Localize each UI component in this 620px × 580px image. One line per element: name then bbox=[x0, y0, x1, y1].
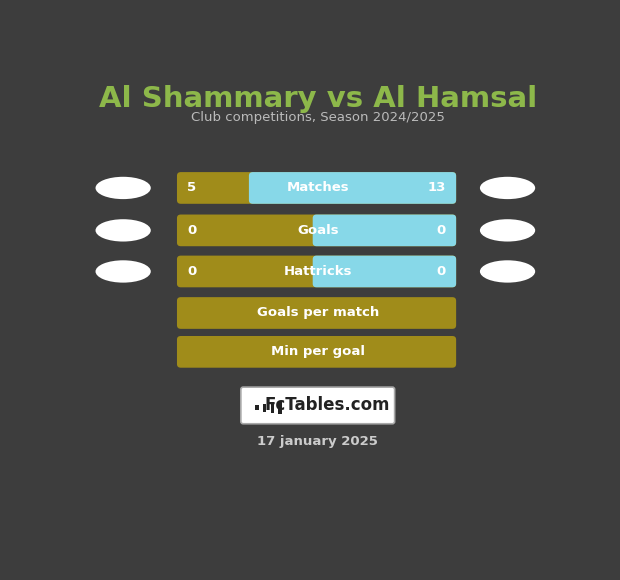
FancyBboxPatch shape bbox=[271, 403, 274, 413]
Text: 0: 0 bbox=[187, 265, 197, 278]
FancyBboxPatch shape bbox=[177, 172, 456, 204]
Ellipse shape bbox=[95, 219, 151, 241]
Ellipse shape bbox=[480, 219, 535, 241]
Text: Club competitions, Season 2024/2025: Club competitions, Season 2024/2025 bbox=[191, 111, 445, 124]
FancyBboxPatch shape bbox=[255, 405, 259, 411]
Text: 0: 0 bbox=[437, 224, 446, 237]
FancyBboxPatch shape bbox=[312, 215, 456, 246]
Text: 13: 13 bbox=[428, 182, 446, 194]
Text: Min per goal: Min per goal bbox=[271, 345, 365, 358]
Text: Hattricks: Hattricks bbox=[283, 265, 352, 278]
FancyBboxPatch shape bbox=[317, 259, 326, 284]
FancyBboxPatch shape bbox=[177, 256, 456, 287]
Text: Al Shammary vs Al Hamsal: Al Shammary vs Al Hamsal bbox=[99, 85, 537, 113]
Text: Goals per match: Goals per match bbox=[257, 306, 379, 320]
FancyBboxPatch shape bbox=[177, 297, 456, 329]
Text: Matches: Matches bbox=[286, 182, 349, 194]
Ellipse shape bbox=[95, 260, 151, 282]
Text: Goals: Goals bbox=[297, 224, 339, 237]
FancyBboxPatch shape bbox=[317, 218, 326, 242]
FancyBboxPatch shape bbox=[249, 172, 456, 204]
FancyBboxPatch shape bbox=[253, 176, 262, 200]
Text: 17 january 2025: 17 january 2025 bbox=[257, 434, 378, 448]
Ellipse shape bbox=[480, 260, 535, 282]
FancyBboxPatch shape bbox=[312, 256, 456, 287]
Text: 0: 0 bbox=[187, 224, 197, 237]
FancyBboxPatch shape bbox=[241, 387, 394, 424]
FancyBboxPatch shape bbox=[278, 401, 281, 414]
Text: 0: 0 bbox=[437, 265, 446, 278]
Text: FcTables.com: FcTables.com bbox=[265, 397, 390, 415]
FancyBboxPatch shape bbox=[263, 404, 267, 412]
Ellipse shape bbox=[95, 177, 151, 199]
FancyBboxPatch shape bbox=[177, 336, 456, 368]
FancyBboxPatch shape bbox=[177, 215, 456, 246]
Ellipse shape bbox=[480, 177, 535, 199]
Text: 5: 5 bbox=[187, 182, 196, 194]
